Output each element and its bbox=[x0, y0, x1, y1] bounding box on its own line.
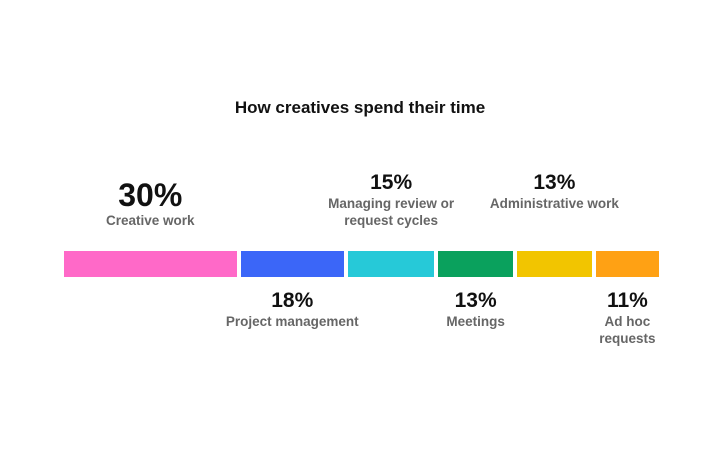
segment-label-1: 30% Creative work bbox=[85, 178, 215, 229]
bar-segment-6 bbox=[595, 251, 659, 277]
category-label: Managing review or request cycles bbox=[328, 196, 455, 228]
bar-segment-4 bbox=[438, 251, 513, 277]
segment-label-6: 11% Ad hoc requests bbox=[582, 289, 672, 347]
category-label: Project management bbox=[225, 314, 359, 329]
bar-segment-3 bbox=[348, 251, 435, 277]
percent-label: 30% bbox=[118, 177, 183, 213]
segment-label-5: 13% Administrative work bbox=[489, 171, 619, 212]
percent-label: 15% bbox=[370, 171, 413, 194]
category-label: Administrative work bbox=[489, 196, 619, 211]
category-label: Meetings bbox=[446, 314, 505, 329]
segment-label-2: 18% Project management bbox=[207, 289, 377, 330]
bar-segment-1 bbox=[64, 251, 237, 277]
category-label: Ad hoc requests bbox=[599, 314, 656, 346]
bar-segment-2 bbox=[240, 251, 344, 277]
category-label: Creative work bbox=[105, 213, 195, 228]
segment-label-4: 13% Meetings bbox=[426, 289, 526, 330]
segment-label-3: 15% Managing review or request cycles bbox=[311, 171, 471, 229]
bar-segment-5 bbox=[517, 251, 592, 277]
percent-label: 13% bbox=[454, 289, 497, 312]
percent-label: 18% bbox=[271, 289, 314, 312]
percent-label: 11% bbox=[606, 289, 648, 312]
percent-label: 13% bbox=[533, 171, 576, 194]
chart-title: How creatives spend their time bbox=[234, 98, 486, 117]
